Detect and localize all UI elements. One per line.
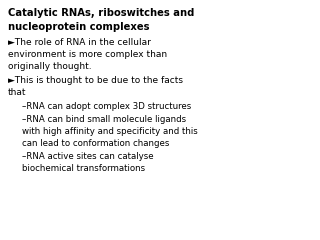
Text: with high affinity and specificity and this: with high affinity and specificity and t… — [22, 127, 198, 136]
Text: –RNA can bind small molecule ligands: –RNA can bind small molecule ligands — [22, 115, 186, 124]
Text: environment is more complex than: environment is more complex than — [8, 50, 167, 59]
Text: ►This is thought to be due to the facts: ►This is thought to be due to the facts — [8, 76, 183, 85]
Text: nucleoprotein complexes: nucleoprotein complexes — [8, 22, 149, 32]
Text: –RNA active sites can catalyse: –RNA active sites can catalyse — [22, 152, 154, 161]
Text: –RNA can adopt complex 3D structures: –RNA can adopt complex 3D structures — [22, 102, 191, 111]
Text: ►The role of RNA in the cellular: ►The role of RNA in the cellular — [8, 38, 151, 47]
Text: Catalytic RNAs, riboswitches and: Catalytic RNAs, riboswitches and — [8, 8, 194, 18]
Text: originally thought.: originally thought. — [8, 62, 92, 71]
Text: can lead to conformation changes: can lead to conformation changes — [22, 139, 169, 148]
Text: biochemical transformations: biochemical transformations — [22, 164, 145, 173]
Text: that: that — [8, 88, 27, 97]
